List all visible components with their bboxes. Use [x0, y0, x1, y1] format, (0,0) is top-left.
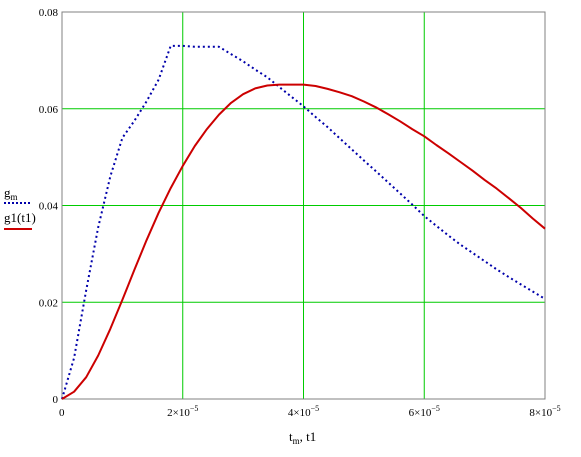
y-tick-label: 0	[53, 394, 59, 406]
x-tick-labels: 0 2×10−5 4×10−5 6×10−5 8×10−5	[59, 404, 561, 419]
y-tick-label: 0.08	[39, 7, 59, 19]
series-1-label: gm	[4, 185, 18, 202]
y-tick-label: 0.06	[39, 104, 59, 116]
x-tick-label: 4×10−5	[288, 404, 319, 419]
x-axis-label-rest: , t1	[300, 429, 317, 444]
x-axis-label-main: t	[289, 429, 293, 444]
x-tick-label: 8×10−5	[529, 404, 560, 419]
y-tick-label: 0.04	[39, 201, 59, 213]
x-tick-label: 2×10−5	[167, 404, 198, 419]
series-1-label-sub: m	[11, 192, 18, 202]
series-2-label: g1(t1)	[4, 210, 36, 225]
grid	[62, 12, 545, 399]
y-tick-label: 0.02	[39, 297, 58, 309]
series-2-line	[61, 83, 546, 400]
x-axis-label: tm, t1	[289, 429, 316, 446]
y-tick-labels: 0 0.02 0.04 0.06 0.08	[39, 7, 59, 406]
plot-frame	[61, 11, 546, 400]
series-lines	[61, 44, 546, 400]
series-1-label-main: g	[4, 185, 11, 200]
x-axis-label-sub: m	[293, 436, 300, 446]
x-tick-label: 6×10−5	[409, 404, 440, 419]
x-tick-label: 0	[59, 407, 65, 419]
y-axis-legend: gm g1(t1)	[4, 185, 36, 230]
